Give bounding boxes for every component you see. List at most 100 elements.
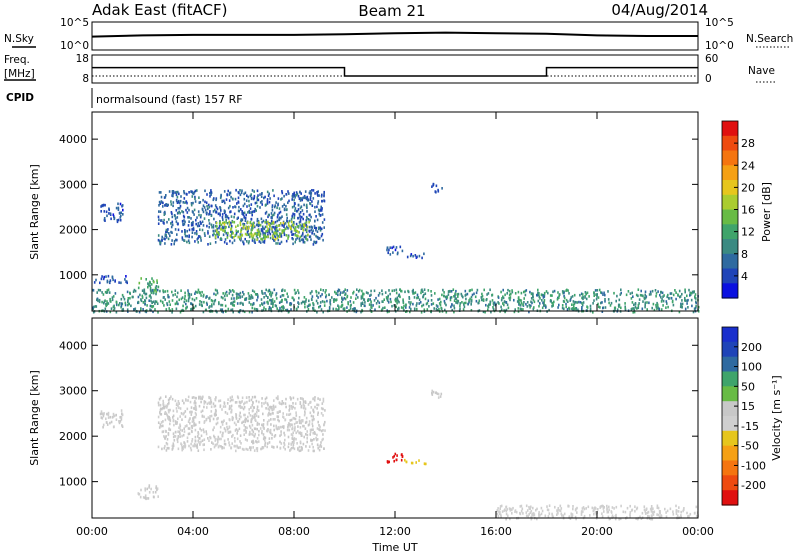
data-cell — [531, 301, 533, 305]
data-cell — [231, 418, 234, 422]
data-cell — [146, 497, 148, 500]
data-cell — [269, 405, 272, 409]
data-cell — [344, 292, 347, 295]
data-cell — [174, 435, 177, 438]
data-cell — [299, 402, 302, 405]
data-cell — [482, 298, 485, 301]
data-cell — [299, 220, 302, 223]
station-title: Adak East (fitACF) — [92, 1, 227, 19]
data-cell — [580, 513, 583, 516]
data-cell — [297, 230, 300, 234]
data-cell — [423, 288, 426, 291]
data-cell — [349, 307, 352, 310]
data-cell — [153, 280, 155, 284]
data-cell — [281, 288, 284, 292]
data-cell — [281, 223, 283, 227]
data-cell — [563, 295, 565, 298]
data-cell — [235, 417, 238, 420]
data-cell — [283, 233, 286, 237]
data-cell — [147, 285, 149, 289]
data-cell — [293, 447, 296, 451]
data-cell — [482, 310, 485, 314]
data-cell — [220, 437, 222, 441]
data-cell — [173, 242, 175, 246]
data-cell — [492, 307, 495, 311]
data-cell — [208, 395, 210, 399]
data-cell — [293, 221, 295, 224]
data-cell — [308, 213, 311, 217]
data-cell — [193, 213, 195, 216]
data-cell — [277, 213, 279, 217]
data-cell — [192, 228, 195, 231]
data-cell — [256, 437, 259, 440]
data-cell — [299, 440, 302, 444]
data-cell — [170, 225, 173, 229]
data-cell — [164, 412, 166, 415]
data-cell — [370, 289, 372, 293]
data-cell — [242, 204, 245, 208]
data-cell — [322, 289, 325, 292]
data-cell — [274, 405, 277, 409]
data-cell — [304, 228, 307, 231]
data-cell — [271, 216, 273, 220]
data-cell — [571, 515, 574, 518]
data-cell — [313, 410, 315, 414]
data-cell — [302, 403, 305, 406]
data-cell — [187, 293, 190, 297]
data-cell — [241, 400, 243, 403]
data-cell — [186, 407, 189, 411]
colorbar-tick-label: 20 — [741, 181, 755, 194]
data-cell — [277, 197, 280, 200]
data-cell — [601, 515, 604, 518]
data-cell — [273, 234, 276, 238]
data-cell — [402, 301, 405, 304]
data-cell — [199, 397, 202, 400]
data-cell — [148, 299, 150, 302]
data-cell — [321, 221, 324, 224]
data-cell — [116, 220, 119, 224]
data-cell — [417, 296, 420, 299]
data-cell — [238, 310, 241, 314]
data-cell — [191, 424, 194, 428]
data-cell — [166, 442, 169, 446]
data-cell — [210, 448, 212, 451]
data-cell — [316, 205, 318, 209]
data-cell — [151, 277, 153, 280]
data-cell — [183, 190, 185, 193]
data-cell — [421, 256, 423, 260]
data-cell — [423, 252, 425, 256]
data-cell — [286, 208, 288, 211]
data-cell — [669, 292, 672, 295]
data-cell — [148, 486, 150, 489]
data-cell — [371, 306, 373, 309]
data-cell — [194, 290, 197, 294]
data-cell — [640, 289, 642, 293]
data-cell — [269, 413, 271, 416]
data-cell — [172, 442, 175, 445]
data-cell — [607, 510, 610, 514]
data-cell — [344, 297, 347, 301]
data-cell — [120, 304, 123, 308]
data-cell — [263, 402, 265, 405]
data-cell — [167, 415, 169, 418]
data-cell — [142, 308, 144, 311]
data-cell — [305, 433, 307, 436]
data-cell — [105, 421, 108, 424]
data-cell — [196, 291, 198, 294]
data-cell — [270, 299, 272, 302]
data-cell — [194, 415, 197, 419]
data-cell — [271, 214, 274, 217]
data-cell — [267, 235, 269, 238]
data-cell — [159, 403, 162, 407]
data-cell — [519, 304, 522, 307]
data-cell — [249, 207, 252, 210]
data-cell — [206, 406, 208, 409]
data-cell — [176, 438, 179, 441]
data-cell — [230, 408, 233, 412]
data-cell — [582, 295, 584, 299]
data-cell — [273, 211, 276, 215]
data-cell — [165, 449, 168, 452]
data-cell — [268, 223, 270, 226]
data-cell — [176, 291, 179, 295]
data-cell — [543, 293, 546, 297]
